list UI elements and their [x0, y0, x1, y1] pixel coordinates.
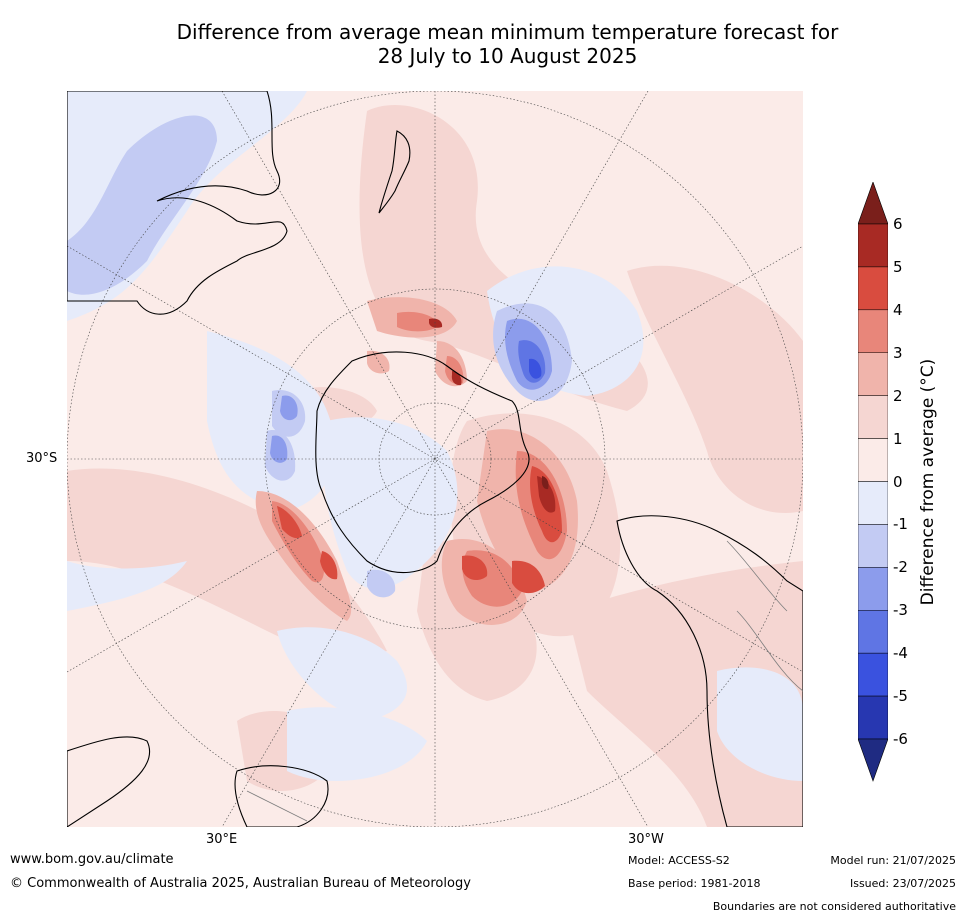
lat-label-30s: 30°S — [26, 451, 58, 466]
antarctica-coast — [315, 351, 530, 574]
colorbar-tick-label: 3 — [893, 343, 903, 362]
colorbar-tick-label: -2 — [893, 558, 908, 577]
colorbar-band — [858, 352, 888, 396]
lon-label-30e: 30°E — [206, 832, 238, 847]
colorbar-band — [858, 266, 888, 311]
colorbar-band — [858, 524, 888, 568]
colorbar-band — [858, 610, 888, 654]
anomaly-minus3-areas — [270, 318, 552, 463]
footer-copyright: © Commonwealth of Australia 2025, Austra… — [10, 876, 471, 891]
title-line-2: 28 July to 10 August 2025 — [377, 44, 638, 68]
national-boundaries — [246, 540, 803, 822]
colorbar-tick-label: -1 — [893, 515, 908, 534]
coastlines — [67, 91, 803, 827]
south-america-coast — [616, 515, 803, 827]
anomaly-plus5-areas — [429, 318, 556, 513]
footer-issued: Issued: 23/07/2025 — [849, 877, 956, 890]
colorbar-band — [858, 438, 888, 482]
colorbar-bands — [858, 223, 888, 740]
colorbar-band — [858, 223, 888, 268]
map-title: Difference from average mean minimum tem… — [0, 20, 965, 68]
colorbar-tick-label: -6 — [893, 730, 908, 748]
colorbar-extend-min — [858, 738, 888, 782]
footer-website[interactable]: www.bom.gov.au/climate — [10, 852, 174, 867]
colorbar-tick-label: 5 — [893, 257, 903, 276]
colorbar-tick-label: 6 — [893, 215, 903, 233]
colorbar-tick-label: -4 — [893, 644, 908, 663]
colorbar-tick-label: 0 — [893, 472, 903, 491]
colorbar-band — [858, 567, 888, 611]
colorbar — [858, 182, 888, 782]
colorbar-tick-label: 2 — [893, 386, 903, 405]
australia-coast — [67, 91, 288, 315]
colorbar-tick-label: 4 — [893, 300, 903, 319]
colorbar-band — [858, 652, 888, 697]
colorbar-label: Difference from average (°C) — [918, 358, 938, 606]
colorbar-tick-label: -3 — [893, 601, 908, 620]
colorbar-band — [858, 481, 888, 525]
map-panel — [67, 91, 803, 827]
lon-label-30w: 30°W — [628, 832, 664, 847]
anomaly-map — [67, 91, 803, 827]
colorbar-tick-label: 1 — [893, 429, 903, 448]
footer-base-period: Base period: 1981-2018 — [628, 877, 761, 890]
africa-coast — [67, 736, 151, 827]
colorbar-band — [858, 695, 888, 740]
colorbar-extend-max — [858, 182, 888, 225]
madagascar-coast — [234, 765, 329, 827]
graticule — [67, 91, 803, 827]
colorbar-band — [858, 309, 888, 354]
footer-model-run: Model run: 21/07/2025 — [830, 854, 956, 867]
title-line-1: Difference from average mean minimum tem… — [176, 20, 839, 44]
new-zealand-coast — [378, 130, 411, 214]
colorbar-band — [858, 395, 888, 439]
footer-disclaimer: Boundaries are not considered authoritat… — [712, 900, 956, 913]
colorbar-tick-label: -5 — [893, 687, 908, 706]
footer-model: Model: ACCESS-S2 — [628, 854, 730, 867]
